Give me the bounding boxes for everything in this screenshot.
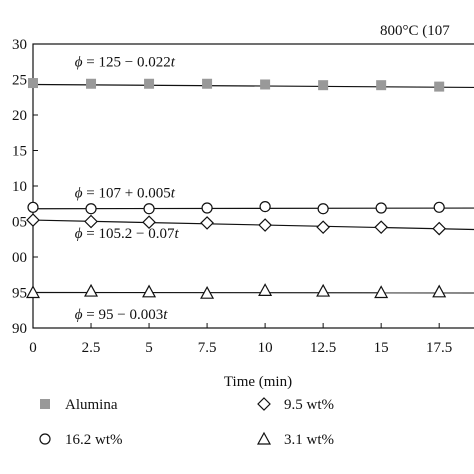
fit-line [32,219,474,231]
fit-equation: ϕ = 125 − 0.022t [75,55,176,71]
data-markers [25,78,447,299]
x-tick-label: 5 [145,340,153,356]
data-point [25,285,41,299]
data-point [143,203,155,215]
data-point [144,78,155,89]
data-point [432,284,447,298]
fit-equation: ϕ = 95 − 0.003t [75,307,168,323]
x-tick-label: 15 [374,340,389,356]
legend-label: 3.1 wt% [284,432,334,448]
fit-line [32,83,474,89]
x-tick-label: 0 [29,340,37,356]
y-tick-label: 25 [12,73,27,89]
x-tick-label: 7.5 [198,340,217,356]
data-point [432,221,447,236]
legend-marker [39,433,51,445]
y-tick-label: 30 [12,37,27,53]
y-tick-label: 00 [12,250,27,266]
y-tick-label: 05 [12,215,27,231]
fit-equations: ϕ = 125 − 0.022t ϕ = 107 + 0.005t ϕ = 105.… [75,55,180,323]
x-axis-ticks: 0 2.5 5 7.5 10 12.5 15 17.5 [29,323,452,356]
y-tick-label: 20 [12,108,27,124]
y-tick-label: 10 [12,179,27,195]
data-point [142,284,157,298]
y-tick-label: 90 [12,321,27,337]
fit-equation: ϕ = 107 + 0.005t [75,185,176,201]
legend-marker [257,397,271,411]
x-tick-label: 17.5 [426,340,452,356]
legend-label: Alumina [65,397,118,413]
data-point [434,81,445,92]
data-point [318,80,329,91]
data-point [85,203,97,215]
legend-item: 9.5 wt% [257,397,334,413]
x-tick-label: 12.5 [310,340,336,356]
data-point [26,213,40,227]
x-tick-label: 10 [258,340,273,356]
x-tick-label: 2.5 [82,340,101,356]
y-tick-label: 15 [12,144,27,160]
data-point [84,283,99,297]
legend-label: 16.2 wt% [65,432,123,448]
legend-item: Alumina [40,397,118,413]
fit-line [32,207,474,210]
data-point [259,200,271,213]
legend-label: 9.5 wt% [284,397,334,413]
legend-item: 16.2 wt% [39,432,123,448]
data-point [202,78,213,89]
legend: Alumina 9.5 wt% 16.2 wt% 3.1 wt% [39,397,334,448]
y-tick-label: 95 [12,286,27,302]
data-point [374,220,389,235]
data-point [317,203,329,215]
data-point [86,78,97,89]
data-point [316,220,330,235]
data-point [200,285,215,299]
data-point [260,79,271,90]
data-point [375,202,387,214]
data-point [142,215,156,230]
data-point [27,201,39,213]
fit-lines [32,83,474,294]
data-point [433,201,445,213]
legend-marker [256,431,272,445]
data-point [316,283,331,297]
data-point [200,216,214,230]
data-point [84,214,98,229]
legend-item: 3.1 wt% [256,431,334,448]
x-axis-label: Time (min) [224,374,292,390]
legend-marker [40,399,50,409]
data-point [28,78,38,89]
data-point [201,202,213,214]
data-point [374,285,389,299]
fit-equation: ϕ = 105.2 − 0.07t [75,226,180,242]
temperature-annotation: 800°C (107 [380,23,450,39]
data-point [258,283,273,296]
data-point [258,218,272,232]
data-point [376,80,387,91]
